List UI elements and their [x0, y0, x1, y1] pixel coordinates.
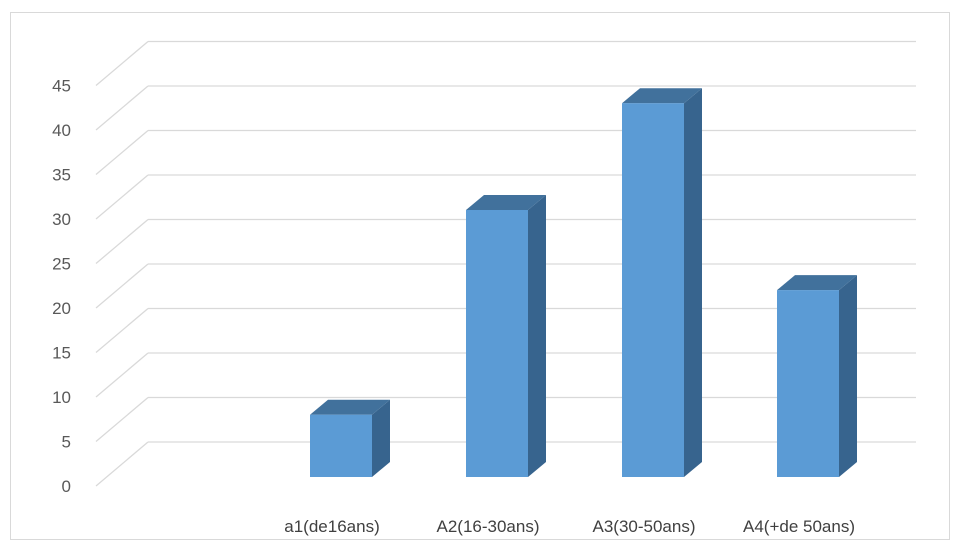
- bar-chart-3d: 0 5 10 15 20 25 30 35 40 45 a1(de16ans) A2(16-30an…: [52, 40, 916, 536]
- y-axis-ticks: 0 5 10 15 20 25 30 35 40 45: [52, 77, 71, 497]
- bar-side: [684, 88, 702, 477]
- bar: [466, 210, 528, 477]
- y-tick-label: 5: [62, 433, 71, 452]
- bar-top: [622, 88, 702, 104]
- bar-side: [372, 399, 390, 477]
- y-tick-label: 0: [62, 477, 71, 496]
- bar-side: [839, 275, 857, 477]
- y-tick-label: 35: [52, 166, 71, 185]
- gridline-side: [95, 130, 149, 175]
- x-category-label: A4(+de 50ans): [743, 517, 855, 536]
- gridline-side: [95, 263, 149, 309]
- y-tick-label: 25: [52, 255, 71, 274]
- gridline-side: [95, 308, 149, 353]
- bars: [310, 88, 857, 477]
- bar-top: [310, 399, 390, 415]
- bar: [310, 414, 372, 477]
- y-tick-label: 40: [52, 121, 71, 140]
- bar-top: [777, 275, 857, 291]
- y-tick-label: 20: [52, 299, 71, 318]
- bar-side: [528, 195, 546, 477]
- gridline-side: [95, 174, 149, 220]
- gridline-side: [95, 397, 149, 442]
- gridline-side: [95, 352, 149, 398]
- y-tick-label: 30: [52, 210, 71, 229]
- gridline-side: [95, 441, 149, 487]
- bar: [622, 103, 684, 477]
- y-tick-label: 10: [52, 388, 71, 407]
- bar-top: [466, 195, 546, 210]
- x-category-label: A3(30-50ans): [592, 517, 695, 536]
- y-tick-label: 45: [52, 77, 71, 96]
- gridline-side: [95, 85, 149, 131]
- y-tick-label: 15: [52, 344, 71, 363]
- x-category-label: a1(de16ans): [284, 517, 379, 536]
- gridline-side: [95, 219, 149, 264]
- x-category-label: A2(16-30ans): [436, 517, 539, 536]
- x-axis-categories: a1(de16ans) A2(16-30ans) A3(30-50ans) A4(+d…: [284, 517, 855, 536]
- chart-frame: 0 5 10 15 20 25 30 35 40 45 a1(de16ans) A2(16-30an…: [10, 12, 950, 540]
- gridline-side: [95, 41, 149, 86]
- bar: [777, 290, 839, 477]
